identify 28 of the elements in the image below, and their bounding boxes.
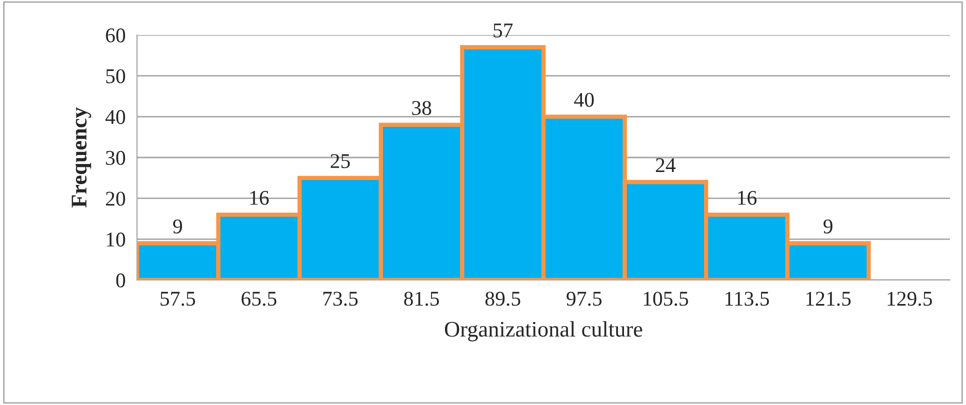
- data-label: 16: [250, 190, 269, 205]
- x-tick-label: 113.5: [726, 292, 769, 306]
- x-tick-label: 89.5: [485, 292, 520, 306]
- y-tick-label: 20: [106, 192, 126, 206]
- y-axis-title: Frequency: [72, 107, 92, 208]
- x-tick-label: 121.5: [806, 292, 851, 306]
- y-tick-label: 40: [105, 110, 126, 124]
- y-tick-label: 30: [106, 150, 126, 165]
- data-label: 16: [738, 190, 757, 205]
- data-label: 57: [494, 24, 513, 38]
- x-tick-label: 57.5: [160, 292, 196, 306]
- x-tick-label: 129.5: [888, 292, 932, 306]
- x-tick-label: 73.5: [323, 292, 358, 306]
- y-tick-label: 0: [116, 273, 126, 288]
- data-label: 38: [412, 100, 432, 116]
- data-label: 40: [574, 92, 594, 107]
- y-tick-label: 50: [106, 69, 126, 84]
- y-tick-label: 60: [106, 28, 126, 42]
- data-label: 9: [824, 219, 832, 234]
- x-tick-label: 105.5: [644, 292, 688, 306]
- data-label: 25: [330, 154, 350, 168]
- x-tick-label: 97.5: [566, 292, 602, 306]
- x-tick-label: 81.5: [404, 292, 439, 306]
- x-axis-title: Organizational culture: [444, 321, 642, 342]
- x-tick-label: 65.5: [242, 292, 276, 306]
- data-label: 9: [173, 219, 182, 234]
- y-tick-label: 10: [106, 232, 126, 247]
- data-label: 24: [656, 158, 676, 172]
